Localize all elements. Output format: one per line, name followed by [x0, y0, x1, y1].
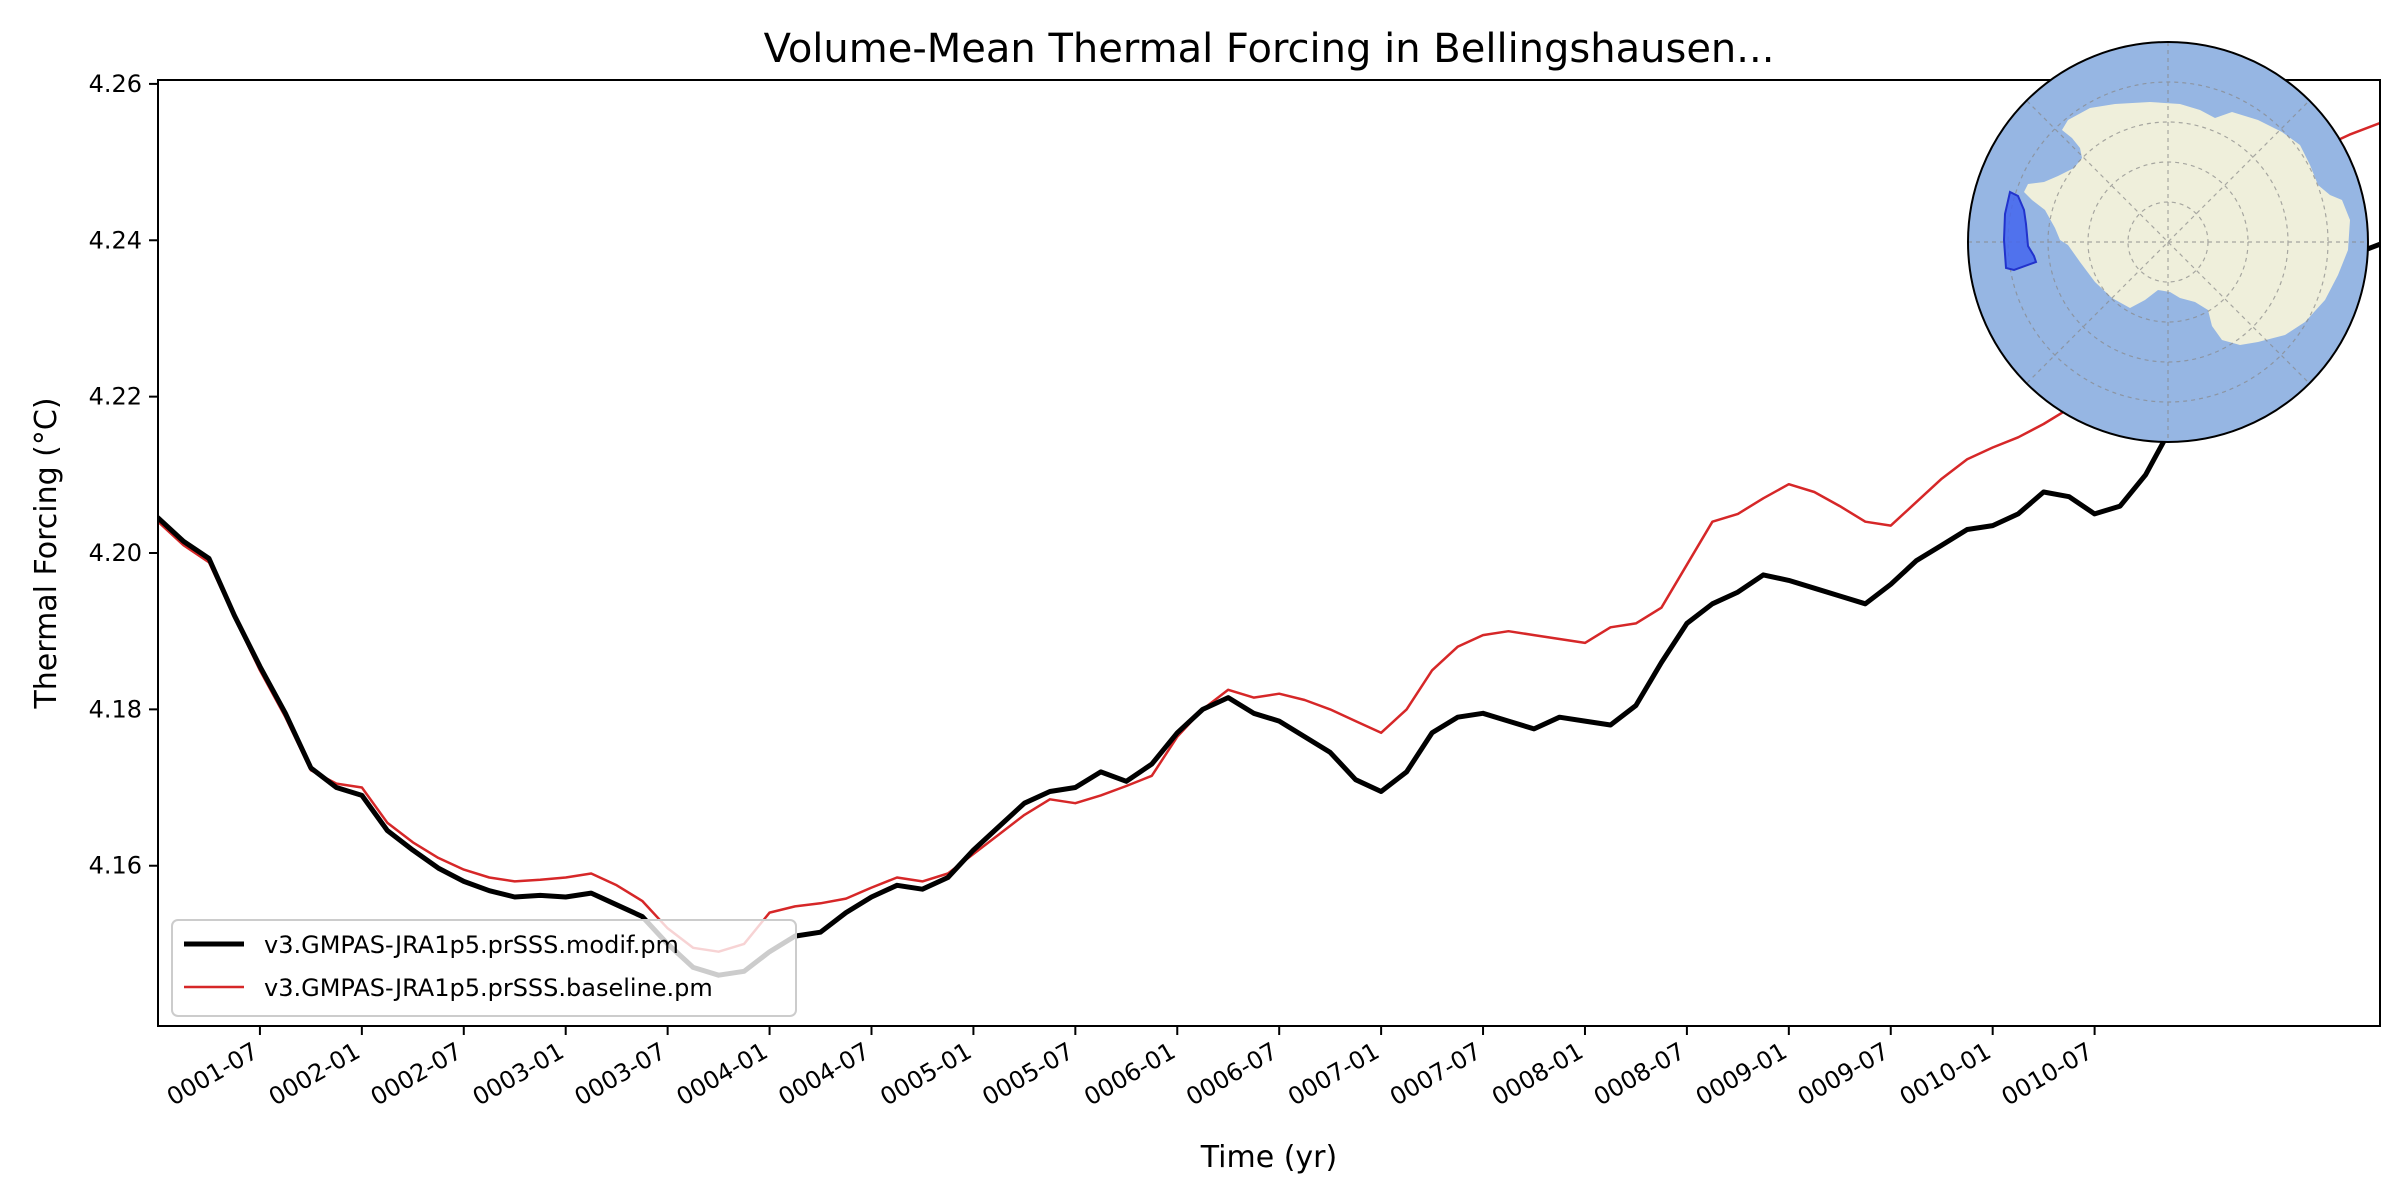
legend-frame — [171, 919, 797, 1017]
legend: v3.GMPAS-JRA1p5.prSSS.modif.pm v3.GMPAS-… — [171, 919, 797, 1017]
chart-title: Volume-Mean Thermal Forcing in Bellingsh… — [764, 26, 1775, 72]
map-border — [1967, 41, 2369, 443]
legend-label-baseline: v3.GMPAS-JRA1p5.prSSS.baseline.pm — [264, 974, 713, 1002]
series-line-modif — [158, 241, 2380, 978]
series-line-baseline — [158, 121, 2380, 953]
inset-map — [1967, 41, 2369, 443]
x-axis-title: Time (yr) — [1200, 1140, 1337, 1175]
y-axis: 4.16 4.18 4.20 4.22 4.24 4.26 — [89, 70, 158, 880]
map-region-highlight — [2002, 190, 2038, 272]
y-tick-label: 4.22 — [89, 383, 142, 411]
y-tick-label: 4.20 — [89, 539, 142, 567]
y-tick-label: 4.24 — [89, 226, 142, 254]
plot-frame — [157, 79, 2381, 1027]
y-axis-title: Thermal Forcing (°C) — [29, 397, 64, 709]
y-tick-label: 4.26 — [89, 70, 142, 98]
y-tick-label: 4.18 — [89, 695, 142, 723]
y-tick-label: 4.16 — [89, 852, 142, 880]
series-group — [158, 121, 2380, 978]
map-graticule — [1968, 42, 2368, 442]
legend-label-modif: v3.GMPAS-JRA1p5.prSSS.modif.pm — [264, 931, 679, 959]
